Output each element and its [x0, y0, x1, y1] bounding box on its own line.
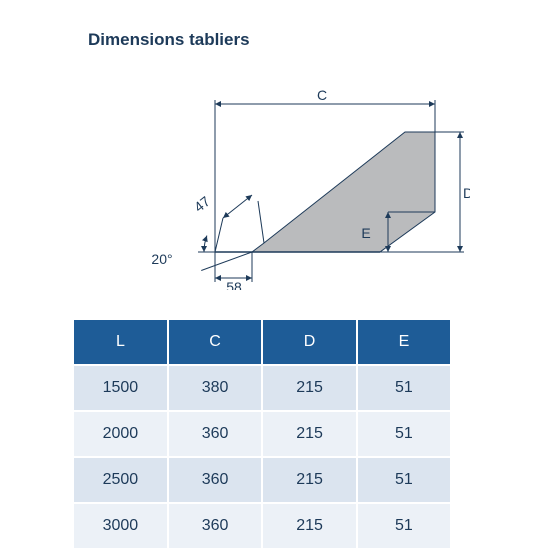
table-cell: 380: [169, 366, 262, 410]
diagram-svg: C D E 58 47 20°: [70, 60, 470, 290]
table-cell: 51: [358, 504, 450, 548]
technical-diagram: C D E 58 47 20°: [70, 60, 470, 290]
table-cell: 2500: [74, 458, 167, 502]
table-cell: 51: [358, 366, 450, 410]
table-row: 300036021551: [74, 504, 450, 548]
table-cell: 360: [169, 458, 262, 502]
svg-text:E: E: [361, 225, 370, 241]
table-cell: 215: [263, 412, 356, 456]
svg-text:C: C: [317, 87, 327, 103]
table-cell: 215: [263, 504, 356, 548]
table-cell: 51: [358, 458, 450, 502]
table-cell: 2000: [74, 412, 167, 456]
table-header-cell: C: [169, 320, 262, 364]
table-cell: 215: [263, 458, 356, 502]
svg-text:47: 47: [191, 193, 213, 215]
svg-text:20°: 20°: [151, 251, 172, 267]
table-row: 250036021551: [74, 458, 450, 502]
table-cell: 1500: [74, 366, 167, 410]
table-row: 200036021551: [74, 412, 450, 456]
table-row: 150038021551: [74, 366, 450, 410]
page-container: Dimensions tabliers CDE584720° LCDE 1500…: [0, 0, 542, 542]
table-cell: 360: [169, 504, 262, 548]
dimensions-table: LCDE 15003802155120003602155125003602155…: [72, 318, 452, 550]
table-body: 1500380215512000360215512500360215513000…: [74, 366, 450, 548]
dimensions-table-wrapper: LCDE 15003802155120003602155125003602155…: [72, 318, 452, 550]
table-cell: 3000: [74, 504, 167, 548]
table-header-row: LCDE: [74, 320, 450, 364]
page-title: Dimensions tabliers: [88, 30, 250, 50]
table-header-cell: E: [358, 320, 450, 364]
svg-text:D: D: [463, 185, 470, 201]
table-header-cell: L: [74, 320, 167, 364]
table-cell: 51: [358, 412, 450, 456]
table-cell: 215: [263, 366, 356, 410]
table-cell: 360: [169, 412, 262, 456]
table-header-cell: D: [263, 320, 356, 364]
svg-text:58: 58: [226, 279, 242, 290]
